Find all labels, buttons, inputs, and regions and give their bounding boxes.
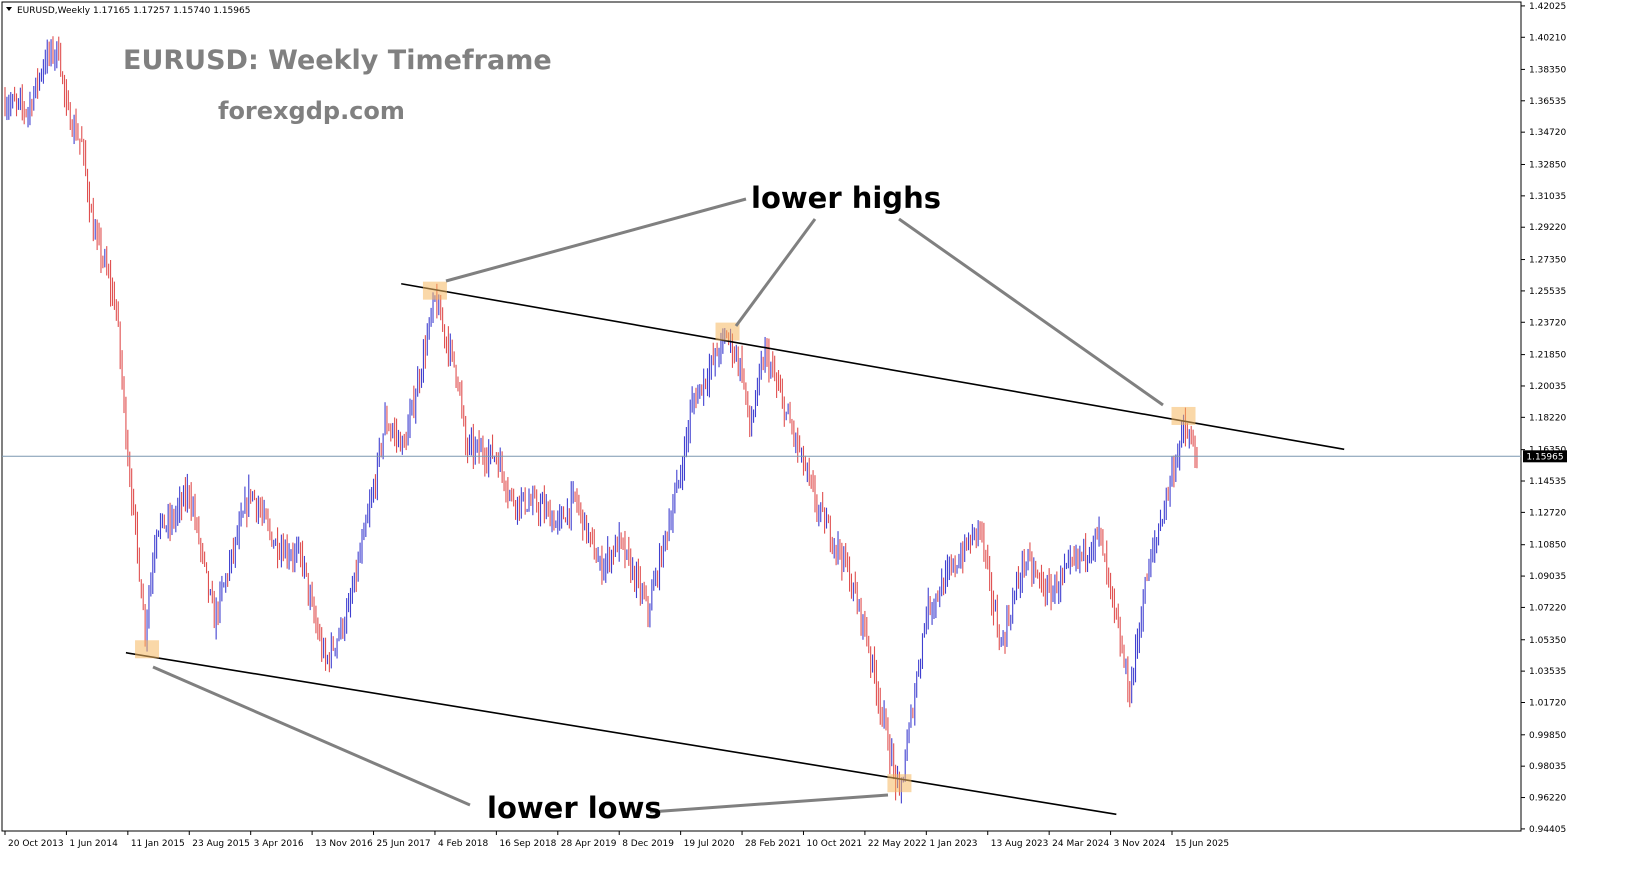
x-tick-label: 3 Apr 2016 bbox=[254, 839, 304, 849]
marker-high-2021 bbox=[715, 322, 740, 341]
y-tick-label: 1.38350 bbox=[1529, 65, 1566, 75]
marker-high-2025 bbox=[1171, 406, 1196, 425]
x-tick-label: 24 Mar 2024 bbox=[1052, 839, 1109, 849]
marker-low-2022 bbox=[887, 774, 912, 793]
swing-markers bbox=[135, 281, 1196, 793]
y-tick-label: 1.03535 bbox=[1529, 667, 1566, 677]
x-tick-label: 23 Aug 2015 bbox=[192, 839, 250, 849]
y-tick-label: 1.23720 bbox=[1529, 318, 1566, 328]
chart-title: EURUSD: Weekly Timeframe bbox=[123, 45, 552, 76]
annotation-pointer bbox=[445, 197, 747, 283]
y-tick-label: 1.20035 bbox=[1529, 382, 1566, 392]
y-tick-label: 1.09035 bbox=[1529, 572, 1566, 582]
annotation-pointer bbox=[734, 218, 817, 327]
ohlc-values: 1.17165 1.17257 1.15740 1.15965 bbox=[93, 6, 250, 16]
y-tick-label: 1.05350 bbox=[1529, 636, 1566, 646]
x-tick-label: 28 Apr 2019 bbox=[561, 839, 617, 849]
x-tick-label: 25 Jun 2017 bbox=[377, 839, 431, 849]
annotation-pointer bbox=[649, 793, 889, 814]
x-tick-label: 3 Nov 2024 bbox=[1114, 839, 1166, 849]
current-price-label: 1.15965 bbox=[1526, 452, 1563, 462]
y-tick-label: 0.96220 bbox=[1529, 794, 1566, 804]
annotation-pointer bbox=[152, 665, 471, 807]
y-tick-label: 1.25535 bbox=[1529, 287, 1566, 297]
annotation-lower-highs: lower highs bbox=[751, 181, 941, 215]
y-tick-label: 1.12720 bbox=[1529, 508, 1566, 518]
x-tick-label: 11 Jan 2015 bbox=[131, 839, 185, 849]
annotation-lower-lows: lower lows bbox=[487, 791, 662, 825]
y-tick-label: 1.29220 bbox=[1529, 223, 1566, 233]
dropdown-triangle-icon[interactable] bbox=[6, 7, 12, 11]
y-tick-label: 1.32850 bbox=[1529, 160, 1566, 170]
x-tick-label: 8 Dec 2019 bbox=[622, 839, 674, 849]
chart-subtitle: forexgdp.com bbox=[218, 97, 405, 125]
x-tick-label: 1 Jun 2014 bbox=[69, 839, 118, 849]
y-tick-label: 1.07220 bbox=[1529, 603, 1566, 613]
x-tick-label: 10 Oct 2021 bbox=[806, 839, 862, 849]
x-tick-label: 15 Jun 2025 bbox=[1175, 839, 1229, 849]
symbol-label: EURUSD,Weekly bbox=[17, 6, 91, 16]
candlesticks bbox=[4, 36, 1198, 804]
time-axis: 20 Oct 2013 1 Jun 2014 11 Jan 2015 23 Aug 2… bbox=[4, 831, 1229, 849]
y-tick-label: 1.01720 bbox=[1529, 698, 1566, 708]
y-tick-label: 1.18220 bbox=[1529, 413, 1566, 423]
marker-low-2015 bbox=[135, 640, 160, 659]
annotation-pointers bbox=[152, 197, 1164, 814]
x-tick-label: 4 Feb 2018 bbox=[438, 839, 489, 849]
y-tick-label: 0.98035 bbox=[1529, 762, 1566, 772]
y-tick-label: 1.31035 bbox=[1529, 192, 1566, 202]
y-tick-label: 1.27350 bbox=[1529, 256, 1566, 266]
y-tick-label: 1.10850 bbox=[1529, 541, 1566, 551]
price-axis: 1.42025 1.40210 1.38350 1.36535 1.34720 1.328… bbox=[1521, 2, 1566, 835]
chart-header: EURUSD,Weekly 1.17165 1.17257 1.15740 1.… bbox=[6, 6, 250, 16]
y-tick-label: 0.94405 bbox=[1529, 825, 1566, 835]
x-tick-label: 13 Nov 2016 bbox=[315, 839, 373, 849]
trendline-lower bbox=[125, 651, 1117, 816]
x-tick-label: 20 Oct 2013 bbox=[8, 839, 64, 849]
plot-area bbox=[1, 1, 1522, 832]
y-tick-label: 1.21850 bbox=[1529, 351, 1566, 361]
y-tick-label: 0.99850 bbox=[1529, 731, 1566, 741]
x-tick-label: 16 Sep 2018 bbox=[499, 839, 556, 849]
y-tick-label: 1.36535 bbox=[1529, 97, 1566, 107]
annotation-pointer bbox=[898, 217, 1164, 407]
y-tick-label: 1.40210 bbox=[1529, 33, 1566, 43]
x-tick-label: 22 May 2022 bbox=[868, 839, 927, 849]
y-tick-label: 1.42025 bbox=[1529, 2, 1566, 12]
x-tick-label: 28 Feb 2021 bbox=[745, 839, 801, 849]
y-tick-label: 1.14535 bbox=[1529, 477, 1566, 487]
y-tick-label: 1.34720 bbox=[1529, 128, 1566, 138]
x-tick-label: 1 Jan 2023 bbox=[929, 839, 977, 849]
x-tick-label: 19 Jul 2020 bbox=[684, 839, 735, 849]
current-price-tag: 1.15965 bbox=[1523, 450, 1567, 463]
marker-high-2018 bbox=[422, 281, 447, 300]
x-tick-label: 13 Aug 2023 bbox=[991, 839, 1049, 849]
